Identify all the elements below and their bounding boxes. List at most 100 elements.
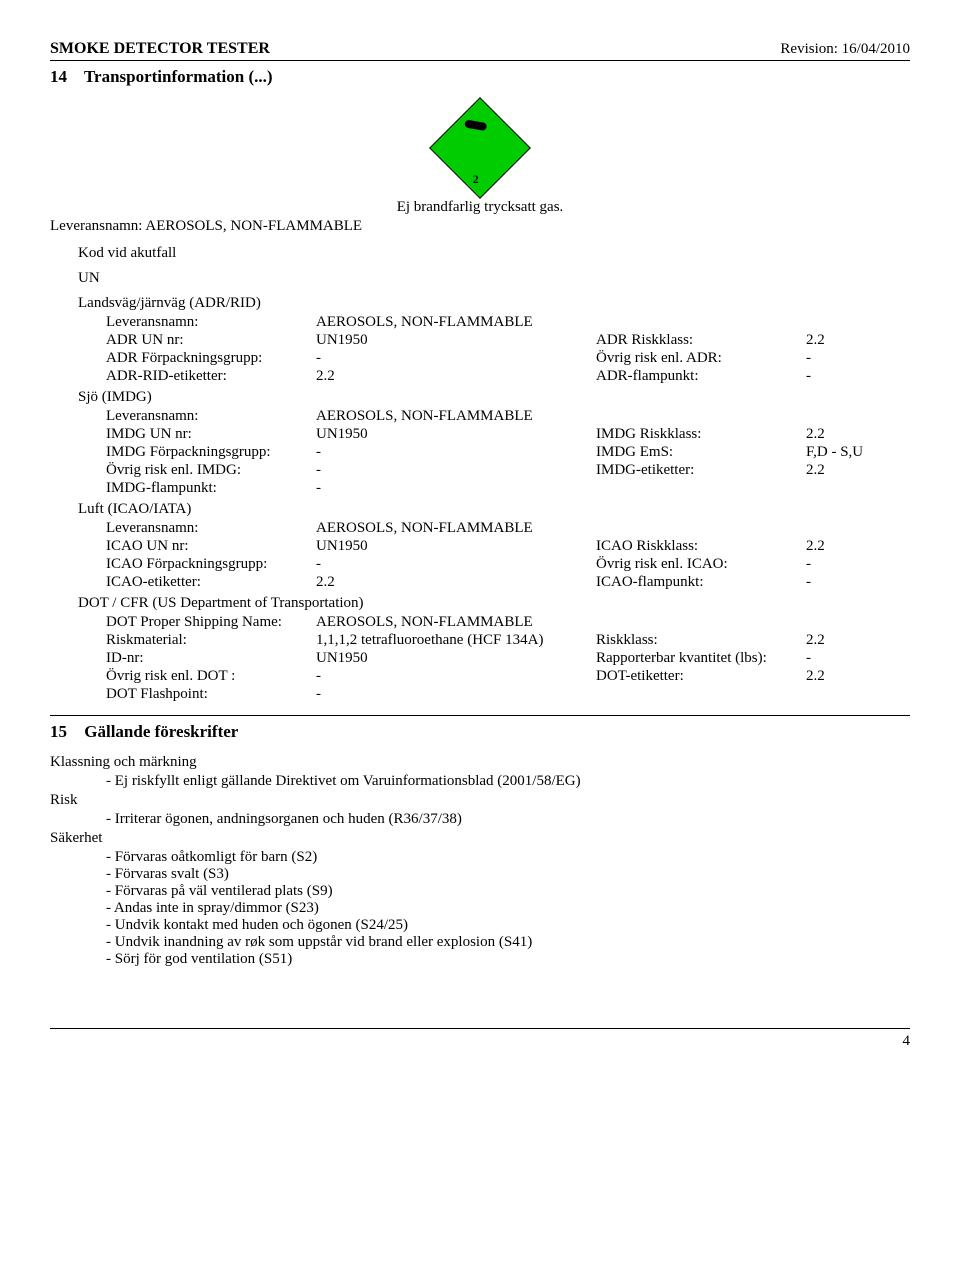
dot-rk-l: Riskklass: <box>596 632 806 649</box>
icao-fp-v: - <box>316 556 596 573</box>
dot-rq-v: - <box>806 650 910 667</box>
diamond-number: 2 <box>473 172 479 187</box>
dot-rk-v: 2.2 <box>806 632 910 649</box>
section-label-15: Gällande föreskrifter <box>84 722 238 741</box>
dot-ov-l: Övrig risk enl. DOT : <box>106 668 316 685</box>
dot-fl-v: - <box>316 686 596 703</box>
dot-rq-l: Rapporterbar kvantitet (lbs): <box>596 650 806 667</box>
list-item: Undvik inandning av røk som uppstår vid … <box>106 934 910 951</box>
imdg-ov-v: - <box>316 462 596 479</box>
imdg-fp-v: - <box>316 444 596 461</box>
icao-fl-l: ICAO-flampunkt: <box>596 574 806 591</box>
list-item: Förvaras svalt (S3) <box>106 866 910 883</box>
dot-id-l: ID-nr: <box>106 650 316 667</box>
dot-rm-v: 1,1,1,2 tetrafluoroethane (HCF 134A) <box>316 632 596 649</box>
imdg-ems-v: F,D - S,U <box>806 444 910 461</box>
gas-diamond-icon: 2 <box>429 97 531 199</box>
dot-et-l: DOT-etiketter: <box>596 668 806 685</box>
adr-fp-v: - <box>316 350 596 367</box>
imdg-fp-l: IMDG Förpackningsgrupp: <box>106 444 316 461</box>
list-item: Undvik kontakt med huden och ögonen (S24… <box>106 917 910 934</box>
cylinder-icon <box>464 119 487 131</box>
adr-un-v: UN1950 <box>316 332 596 349</box>
icao-risk-v: 2.2 <box>806 538 910 555</box>
dot-fl-l: DOT Flashpoint: <box>106 686 316 703</box>
page-number: 4 <box>50 1033 910 1050</box>
icao-risk-l: ICAO Riskklass: <box>596 538 806 555</box>
adr-lev-v: AEROSOLS, NON-FLAMMABLE <box>316 314 596 331</box>
section-label: Transportinformation (...) <box>84 67 273 86</box>
icao-et-v: 2.2 <box>316 574 596 591</box>
klassning-heading: Klassning och märkning <box>50 754 910 771</box>
adr-ov-l: Övrig risk enl. ADR: <box>596 350 806 367</box>
icao-heading: Luft (ICAO/IATA) <box>78 501 910 518</box>
list-item: Andas inte in spray/dimmor (S23) <box>106 900 910 917</box>
dot-rm-l: Riskmaterial: <box>106 632 316 649</box>
icao-et-l: ICAO-etiketter: <box>106 574 316 591</box>
imdg-lev-l: Leveransnamn: <box>106 408 316 425</box>
imdg-fl-l: IMDG-flampunkt: <box>106 480 316 497</box>
imdg-risk-l: IMDG Riskklass: <box>596 426 806 443</box>
section-divider <box>50 715 910 716</box>
section-num-15: 15 <box>50 722 80 742</box>
list-item: Förvaras oåtkomligt för barn (S2) <box>106 849 910 866</box>
adr-block: Leveransnamn: AEROSOLS, NON-FLAMMABLE AD… <box>106 314 910 385</box>
adr-et-v: 2.2 <box>316 368 596 385</box>
dot-psn-l: DOT Proper Shipping Name: <box>106 614 316 631</box>
kod-akutfall: Kod vid akutfall <box>78 245 910 262</box>
sakerhet-list: Förvaras oåtkomligt för barn (S2) Förvar… <box>106 849 910 968</box>
adr-risk-l: ADR Riskklass: <box>596 332 806 349</box>
imdg-risk-v: 2.2 <box>806 426 910 443</box>
header-rule <box>50 60 910 61</box>
dot-et-v: 2.2 <box>806 668 910 685</box>
dot-block: DOT Proper Shipping Name: AEROSOLS, NON-… <box>106 614 910 703</box>
adr-ov-v: - <box>806 350 910 367</box>
imdg-heading: Sjö (IMDG) <box>78 389 910 406</box>
imdg-fl-v: - <box>316 480 596 497</box>
adr-fp-l: ADR Förpackningsgrupp: <box>106 350 316 367</box>
dot-ov-v: - <box>316 668 596 685</box>
footer-rule <box>50 1028 910 1029</box>
imdg-un-v: UN1950 <box>316 426 596 443</box>
list-item: Ej riskfyllt enligt gällande Direktivet … <box>106 773 910 790</box>
icao-fp-l: ICAO Förpackningsgrupp: <box>106 556 316 573</box>
un-label: UN <box>78 270 910 287</box>
dot-heading: DOT / CFR (US Department of Transportati… <box>78 595 910 612</box>
klassning-list: Ej riskfyllt enligt gällande Direktivet … <box>106 773 910 790</box>
icao-lev-v: AEROSOLS, NON-FLAMMABLE <box>316 520 596 537</box>
adr-risk-v: 2.2 <box>806 332 910 349</box>
dot-psn-v: AEROSOLS, NON-FLAMMABLE <box>316 614 596 631</box>
revision-date: Revision: 16/04/2010 <box>780 41 910 58</box>
list-item: Irriterar ögonen, andningsorganen och hu… <box>106 811 910 828</box>
section-15-title: 15 Gällande föreskrifter <box>50 722 910 742</box>
imdg-un-l: IMDG UN nr: <box>106 426 316 443</box>
icao-un-v: UN1950 <box>316 538 596 555</box>
adr-fl-v: - <box>806 368 910 385</box>
placard-caption: Ej brandfarlig trycksatt gas. <box>50 199 910 216</box>
list-item: Sörj för god ventilation (S51) <box>106 951 910 968</box>
section-num: 14 <box>50 67 80 87</box>
imdg-block: Leveransnamn: AEROSOLS, NON-FLAMMABLE IM… <box>106 408 910 497</box>
document-header: SMOKE DETECTOR TESTER Revision: 16/04/20… <box>50 40 910 58</box>
imdg-lev-v: AEROSOLS, NON-FLAMMABLE <box>316 408 596 425</box>
dot-id-v: UN1950 <box>316 650 596 667</box>
adr-et-l: ADR-RID-etiketter: <box>106 368 316 385</box>
icao-block: Leveransnamn: AEROSOLS, NON-FLAMMABLE IC… <box>106 520 910 591</box>
imdg-ems-l: IMDG EmS: <box>596 444 806 461</box>
adr-fl-l: ADR-flampunkt: <box>596 368 806 385</box>
leverans-line: Leveransnamn: AEROSOLS, NON-FLAMMABLE <box>50 218 910 235</box>
risk-list: Irriterar ögonen, andningsorganen och hu… <box>106 811 910 828</box>
adr-heading: Landsväg/järnväg (ADR/RID) <box>78 295 910 312</box>
section-14-title: 14 Transportinformation (...) <box>50 67 910 87</box>
adr-un-l: ADR UN nr: <box>106 332 316 349</box>
imdg-ov-l: Övrig risk enl. IMDG: <box>106 462 316 479</box>
icao-fl-v: - <box>806 574 910 591</box>
imdg-et-v: 2.2 <box>806 462 910 479</box>
doc-title: SMOKE DETECTOR TESTER <box>50 40 270 58</box>
icao-un-l: ICAO UN nr: <box>106 538 316 555</box>
icao-lev-l: Leveransnamn: <box>106 520 316 537</box>
icao-ov-v: - <box>806 556 910 573</box>
list-item: Förvaras på väl ventilerad plats (S9) <box>106 883 910 900</box>
icao-ov-l: Övrig risk enl. ICAO: <box>596 556 806 573</box>
hazard-placard: 2 <box>50 112 910 189</box>
